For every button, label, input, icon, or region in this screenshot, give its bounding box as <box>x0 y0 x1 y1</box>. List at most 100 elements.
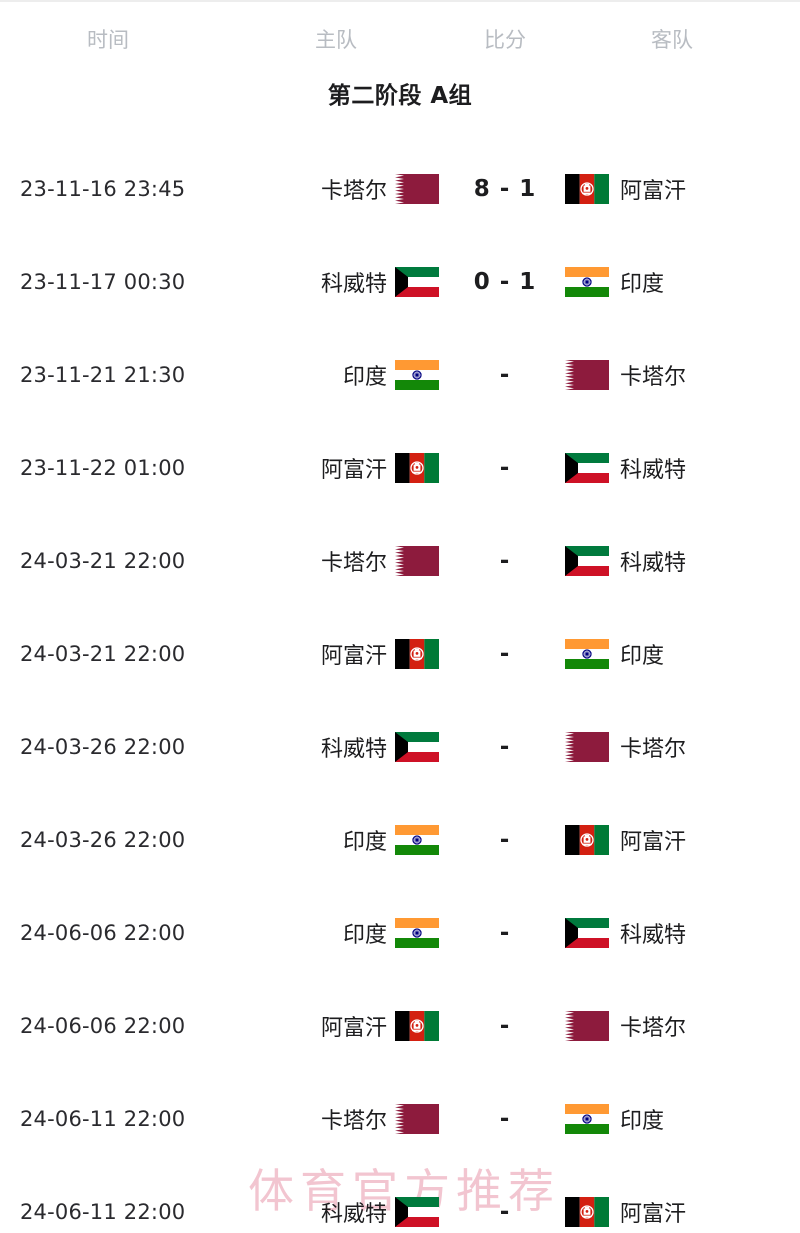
kuwait-flag <box>395 1196 439 1227</box>
away-team-flag-cell <box>563 793 611 886</box>
match-time: 24-03-21 22:00 <box>20 641 186 666</box>
away-team-name: 卡塔尔 <box>620 1015 687 1041</box>
kuwait-flag <box>565 917 609 948</box>
home-team-flag-cell <box>393 886 441 979</box>
match-score: - <box>499 733 511 760</box>
away-team-name: 印度 <box>620 271 665 297</box>
away-team-flag-cell <box>563 1165 611 1233</box>
away-team-flag-cell <box>563 700 611 793</box>
match-time: 24-06-06 22:00 <box>20 1013 186 1038</box>
table-row[interactable]: 23-11-21 21:30 印度 - 卡塔尔 <box>0 328 800 421</box>
match-score: - <box>499 361 511 388</box>
table-row[interactable]: 24-03-26 22:00 印度 - <box>0 793 800 886</box>
away-team-flag-cell <box>563 886 611 979</box>
match-time: 24-03-21 22:00 <box>20 548 186 573</box>
home-team-name: 阿富汗 <box>320 643 387 669</box>
match-time: 24-06-06 22:00 <box>20 920 186 945</box>
match-list: 23-11-16 23:45 卡塔尔 8 - 1 阿富汗 23-11-17 00:3… <box>0 142 800 1233</box>
home-team-name: 科威特 <box>320 1201 387 1227</box>
column-header-away: 客队 <box>651 28 693 52</box>
home-team-name: 科威特 <box>320 736 387 762</box>
column-header-time: 时间 <box>87 28 129 52</box>
match-time: 23-11-22 01:00 <box>20 455 186 480</box>
away-team-name: 阿富汗 <box>620 178 687 204</box>
away-team-name: 印度 <box>620 1108 665 1134</box>
qatar-flag <box>565 359 609 390</box>
table-row[interactable]: 24-06-06 22:00 印度 - 科威特 <box>0 886 800 979</box>
afghanistan-flag <box>395 452 439 483</box>
home-team-name: 印度 <box>342 922 387 948</box>
table-row[interactable]: 23-11-17 00:30 科威特 0 - 1 印度 <box>0 235 800 328</box>
match-score: - <box>499 547 511 574</box>
match-score: 0 - 1 <box>473 268 537 295</box>
home-team-flag-cell <box>393 142 441 235</box>
qatar-flag <box>395 1103 439 1134</box>
home-team-name: 印度 <box>342 364 387 390</box>
away-team-flag-cell <box>563 514 611 607</box>
afghanistan-flag <box>565 173 609 204</box>
match-score: - <box>499 919 511 946</box>
kuwait-flag <box>395 731 439 762</box>
home-team-flag-cell <box>393 421 441 514</box>
away-team-name: 科威特 <box>620 922 687 948</box>
match-time: 23-11-21 21:30 <box>20 362 186 387</box>
qatar-flag <box>395 173 439 204</box>
india-flag <box>395 917 439 948</box>
away-team-name: 阿富汗 <box>620 829 687 855</box>
home-team-name: 卡塔尔 <box>320 550 387 576</box>
match-score: - <box>499 1105 511 1132</box>
qatar-flag <box>395 545 439 576</box>
match-score: - <box>499 1012 511 1039</box>
kuwait-flag <box>565 452 609 483</box>
home-team-flag-cell <box>393 1165 441 1233</box>
away-team-name: 卡塔尔 <box>620 364 687 390</box>
home-team-flag-cell <box>393 514 441 607</box>
away-team-name: 科威特 <box>620 550 687 576</box>
match-score: 8 - 1 <box>473 175 537 202</box>
column-header-home: 主队 <box>315 28 357 52</box>
away-team-flag-cell <box>563 1072 611 1165</box>
table-row[interactable]: 23-11-16 23:45 卡塔尔 8 - 1 阿富汗 <box>0 142 800 235</box>
table-row[interactable]: 24-03-21 22:00 阿富汗 - <box>0 607 800 700</box>
table-row[interactable]: 24-06-11 22:00 卡塔尔 - 印度 <box>0 1072 800 1165</box>
table-row[interactable]: 23-11-22 01:00 阿富汗 - 科威特 <box>0 421 800 514</box>
home-team-flag-cell <box>393 793 441 886</box>
home-team-flag-cell <box>393 979 441 1072</box>
match-time: 24-06-11 22:00 <box>20 1106 186 1131</box>
column-header-score: 比分 <box>484 28 526 52</box>
table-row[interactable]: 24-06-11 22:00 科威特 - 阿富汗 <box>0 1165 800 1233</box>
india-flag <box>565 266 609 297</box>
table-row[interactable]: 24-06-06 22:00 阿富汗 - 卡塔尔 <box>0 979 800 1072</box>
home-team-name: 印度 <box>342 829 387 855</box>
away-team-flag-cell <box>563 142 611 235</box>
match-time: 23-11-16 23:45 <box>20 176 186 201</box>
away-team-name: 印度 <box>620 643 665 669</box>
table-row[interactable]: 24-03-21 22:00 卡塔尔 - 科威特 <box>0 514 800 607</box>
match-score: - <box>499 454 511 481</box>
away-team-flag-cell <box>563 607 611 700</box>
table-header: 时间 主队 比分 客队 <box>0 24 800 58</box>
afghanistan-flag <box>565 1196 609 1227</box>
india-flag <box>395 359 439 390</box>
india-flag <box>565 638 609 669</box>
india-flag <box>565 1103 609 1134</box>
away-team-flag-cell <box>563 328 611 421</box>
away-team-flag-cell <box>563 235 611 328</box>
match-time: 24-03-26 22:00 <box>20 827 186 852</box>
home-team-flag-cell <box>393 235 441 328</box>
away-team-name: 卡塔尔 <box>620 736 687 762</box>
kuwait-flag <box>565 545 609 576</box>
table-row[interactable]: 24-03-26 22:00 科威特 - 卡塔尔 <box>0 700 800 793</box>
afghanistan-flag <box>395 638 439 669</box>
home-team-flag-cell <box>393 700 441 793</box>
away-team-flag-cell <box>563 979 611 1072</box>
afghanistan-flag <box>395 1010 439 1041</box>
afghanistan-flag <box>565 824 609 855</box>
home-team-flag-cell <box>393 1072 441 1165</box>
match-score: - <box>499 826 511 853</box>
away-team-name: 阿富汗 <box>620 1201 687 1227</box>
home-team-name: 科威特 <box>320 271 387 297</box>
home-team-flag-cell <box>393 607 441 700</box>
home-team-flag-cell <box>393 328 441 421</box>
